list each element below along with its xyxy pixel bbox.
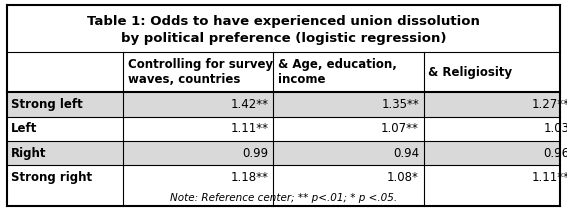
Bar: [7, 141, 560, 165]
Bar: [7, 190, 560, 206]
Text: by political preference (logistic regression): by political preference (logistic regres…: [121, 32, 446, 45]
Bar: [7, 165, 560, 190]
Text: Note: Reference center; ** p<.01; * p <.05.: Note: Reference center; ** p<.01; * p <.…: [170, 193, 397, 203]
Bar: [7, 92, 560, 117]
Text: 1.11**: 1.11**: [231, 122, 269, 135]
Text: 0.96: 0.96: [543, 147, 567, 160]
Text: Strong left: Strong left: [11, 98, 83, 111]
Text: & Religiosity: & Religiosity: [428, 66, 512, 79]
Text: Right: Right: [11, 147, 47, 160]
Text: 1.11**: 1.11**: [531, 171, 567, 184]
Text: Strong right: Strong right: [11, 171, 92, 184]
Text: 1.08*: 1.08*: [387, 171, 419, 184]
Text: & Age, education,
income: & Age, education, income: [278, 58, 397, 86]
Bar: [7, 5, 560, 52]
Text: 0.99: 0.99: [243, 147, 269, 160]
Text: 1.42**: 1.42**: [231, 98, 269, 111]
Text: 0.94: 0.94: [393, 147, 419, 160]
Text: 1.27**: 1.27**: [531, 98, 567, 111]
Text: 1.03: 1.03: [543, 122, 567, 135]
Text: 1.35**: 1.35**: [381, 98, 419, 111]
Text: 1.18**: 1.18**: [231, 171, 269, 184]
Text: 1.07**: 1.07**: [381, 122, 419, 135]
Text: Table 1: Odds to have experienced union dissolution: Table 1: Odds to have experienced union …: [87, 15, 480, 28]
Bar: [7, 52, 560, 92]
Bar: [7, 117, 560, 141]
Text: Controlling for survey
waves, countries: Controlling for survey waves, countries: [128, 58, 273, 86]
Text: Left: Left: [11, 122, 38, 135]
